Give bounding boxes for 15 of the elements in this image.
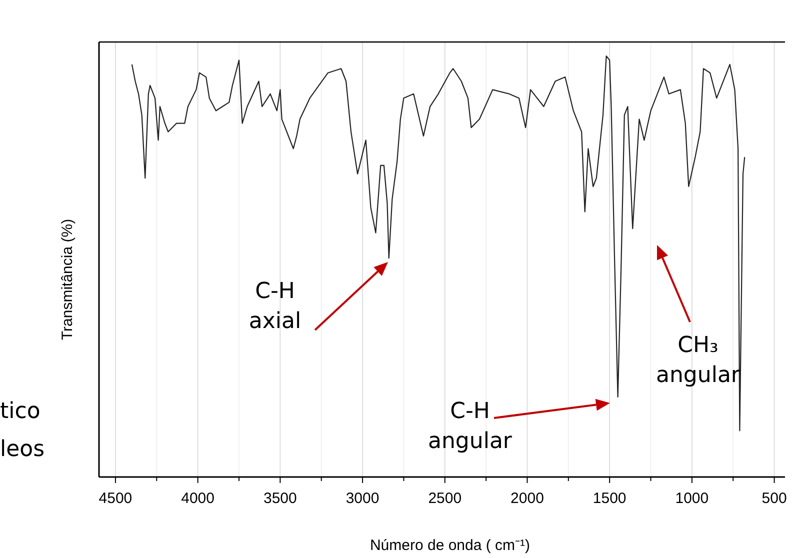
x-tick-label: 3000	[346, 490, 380, 507]
annotation: C-H axial	[248, 279, 302, 334]
x-tick-label: 1000	[675, 490, 709, 507]
text: tico	[0, 399, 40, 424]
x-tick-label: 1500	[592, 490, 626, 507]
x-tick-label: 2500	[428, 490, 462, 507]
annotation: C-H angular	[428, 399, 513, 454]
x-tick-label: 2000	[510, 490, 544, 507]
y-axis-title: Transmitância (%)	[59, 218, 76, 340]
x-axis-title: Número de onda ( cm⁻¹)	[370, 537, 530, 554]
x-tick-label: 4500	[98, 490, 132, 507]
x-tick-label: 4000	[181, 490, 215, 507]
x-tick-label: 500	[762, 490, 787, 507]
x-tick-label: 3500	[263, 490, 297, 507]
text: leos	[0, 437, 45, 462]
